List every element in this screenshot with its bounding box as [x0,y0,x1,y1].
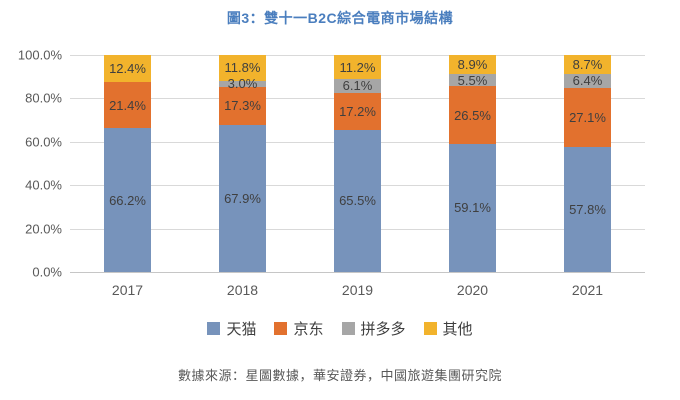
legend-item-拼多多: 拼多多 [341,318,406,339]
gridline [70,272,645,273]
data-label: 11.2% [339,59,376,75]
stacked-bar: 65.5% 17.2% 6.1% 11.2% [334,55,381,272]
legend-swatch-icon [341,322,355,335]
x-tick-label: 2017 [111,282,144,298]
data-label: 6.1% [342,78,373,94]
stacked-bar: 66.2% 21.4% 12.4% [104,55,151,272]
stacked-bar: 57.8% 27.1% 6.4% 8.7% [564,55,611,272]
legend-item-其他: 其他 [423,318,473,339]
legend-label: 京东 [293,321,324,338]
y-tick-label: 0.0% [32,264,62,280]
data-label: 66.2% [109,192,146,208]
segment-京东: 17.2% [334,92,381,130]
data-label: 6.4% [572,73,603,89]
segment-拼多多: 5.5% [449,72,496,88]
segment-拼多多: 6.1% [334,78,381,94]
legend-label: 其他 [442,321,473,338]
y-tick-label: 20.0% [25,221,62,237]
segment-天猫: 66.2% [104,128,151,272]
data-label: 26.5% [454,107,491,123]
segment-拼多多: 3.0% [219,77,266,90]
bar-group-2021: 57.8% 27.1% 6.4% 8.7% 2021 [530,55,645,298]
legend-swatch-icon [207,322,221,335]
stacked-bar: 59.1% 26.5% 5.5% 8.9% [449,55,496,272]
segment-京东: 26.5% [449,86,496,144]
data-label: 3.0% [227,76,258,92]
x-tick-label: 2018 [226,282,259,298]
x-tick-label: 2021 [571,282,604,298]
bar-group-2019: 65.5% 17.2% 6.1% 11.2% 2019 [300,55,415,298]
bar-group-2020: 59.1% 26.5% 5.5% 8.9% 2020 [415,55,530,298]
chart-title: 圖3：雙十一B2C綜合電商市場結構 [226,10,454,26]
y-tick-label: 100.0% [17,47,62,63]
segment-天猫: 65.5% [334,129,381,272]
segment-京东: 27.1% [564,87,611,147]
legend-item-天猫: 天猫 [207,318,256,339]
segment-天猫: 57.8% [564,146,611,272]
segment-京东: 17.3% [219,87,266,125]
x-tick-label: 2020 [456,282,489,298]
data-label: 59.1% [454,200,491,216]
data-label: 11.8% [224,60,261,76]
data-label: 65.5% [339,193,376,209]
data-label: 21.4% [109,97,146,113]
legend-label: 天猫 [226,321,257,338]
data-label: 17.3% [224,98,261,114]
bar-group-2018: 67.9% 17.3% 3.0% 11.8% 2018 [185,55,300,298]
x-tick-label: 2019 [341,282,374,298]
plot-area: 66.2% 21.4% 12.4% 2017 67.9% 17.3% 3.0% 11.8% 20… [70,55,645,298]
y-tick-label: 80.0% [25,90,62,106]
data-label: 57.8% [569,201,606,217]
segment-拼多多: 6.4% [564,73,611,89]
legend-label: 拼多多 [360,321,406,338]
data-label: 8.7% [572,56,603,72]
segment-京东: 21.4% [104,81,151,129]
data-label: 5.5% [457,72,488,88]
segment-其他: 11.8% [219,55,266,81]
segment-其他: 11.2% [334,55,381,80]
segment-天猫: 59.1% [449,143,496,272]
y-tick-label: 60.0% [25,134,62,150]
legend-item-京东: 京东 [274,318,324,339]
stacked-bar: 67.9% 17.3% 3.0% 11.8% [219,55,266,272]
data-label: 17.2% [339,103,376,119]
data-label: 67.9% [224,190,261,206]
data-label: 12.4% [109,60,146,76]
legend-swatch-icon [423,322,437,335]
y-tick-label: 40.0% [25,177,62,193]
segment-其他: 12.4% [104,55,151,82]
data-label: 8.9% [457,57,488,73]
legend: 天猫 京东 拼多多 其他 [0,318,680,339]
source-note: 數據來源：星圖數據，華安證券，中國旅遊集團研究院 [177,368,502,383]
segment-其他: 8.9% [449,55,496,75]
legend-swatch-icon [274,322,288,335]
bars: 66.2% 21.4% 12.4% 2017 67.9% 17.3% 3.0% 11.8% 20… [70,55,645,298]
segment-天猫: 67.9% [219,124,266,272]
bar-group-2017: 66.2% 21.4% 12.4% 2017 [70,55,185,298]
chart-area: 0.0% 20.0% 40.0% 60.0% 80.0% 100.0% 66.2% 21.4… [0,49,680,305]
segment-其他: 8.7% [564,55,611,74]
data-label: 27.1% [569,109,606,125]
